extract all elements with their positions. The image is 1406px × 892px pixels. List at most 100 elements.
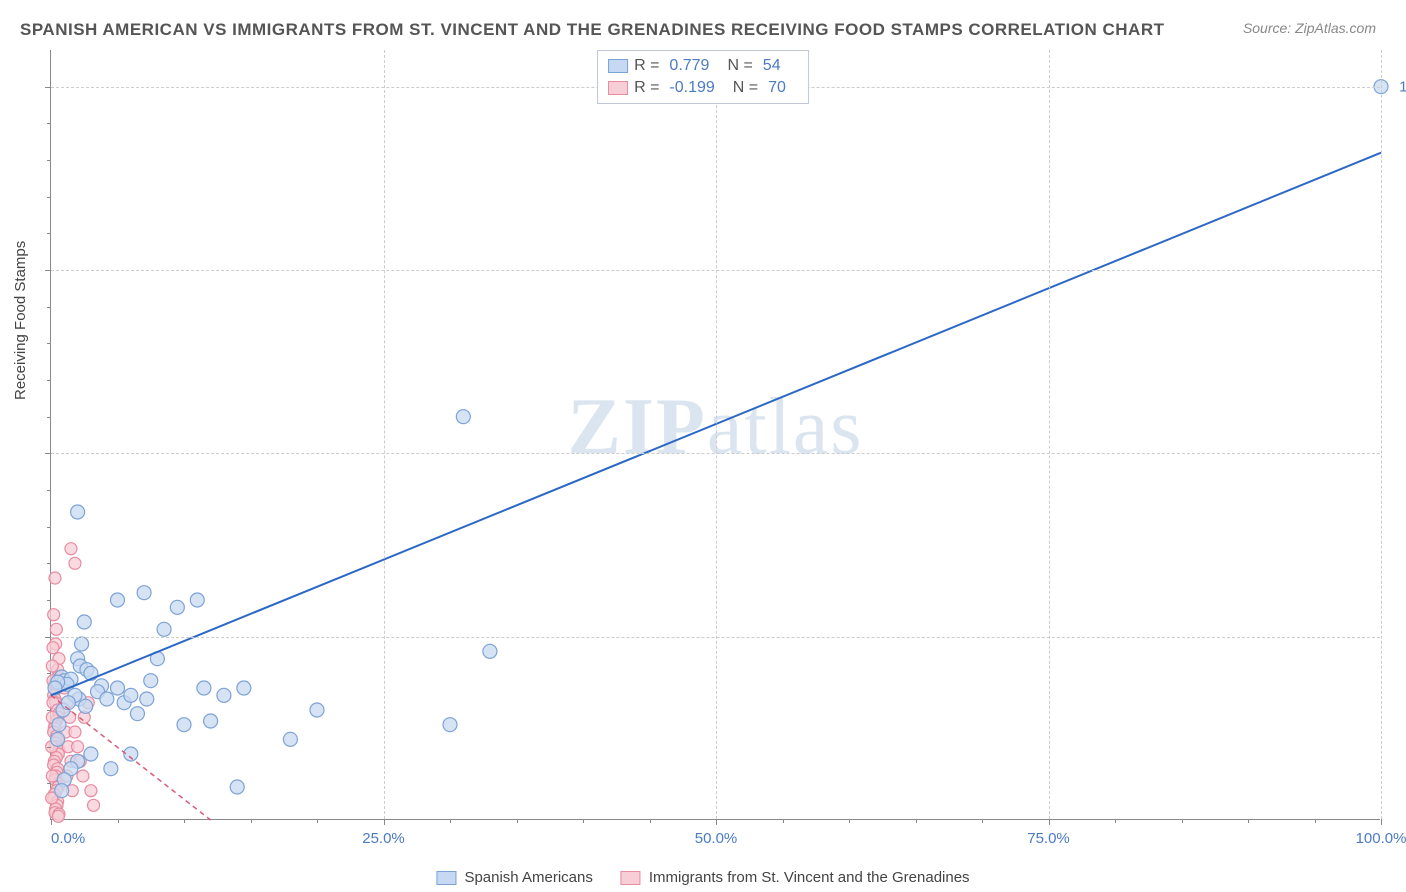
r-value-2: -0.199 <box>669 79 714 97</box>
r-value-1: 0.779 <box>669 57 709 75</box>
x-tick-label: 25.0% <box>362 830 405 847</box>
y-minor-tick <box>47 600 51 601</box>
stats-legend: R = 0.779 N = 54 R = -0.199 N = 70 <box>597 50 809 104</box>
data-point <box>75 637 89 651</box>
x-tick-label: 100.0% <box>1356 830 1406 847</box>
x-tick-label: 0.0% <box>51 830 85 847</box>
data-point <box>130 707 144 721</box>
data-point <box>79 699 93 713</box>
data-point <box>140 692 154 706</box>
legend-item-series2: Immigrants from St. Vincent and the Gren… <box>621 869 970 886</box>
y-tick-mark <box>45 270 51 271</box>
y-minor-tick <box>47 343 51 344</box>
legend-swatch-2 <box>621 871 641 885</box>
data-point <box>100 692 114 706</box>
data-point <box>46 770 58 782</box>
data-point <box>197 681 211 695</box>
y-minor-tick <box>47 233 51 234</box>
y-minor-tick <box>47 527 51 528</box>
y-minor-tick <box>47 123 51 124</box>
x-minor-tick <box>583 819 584 823</box>
x-minor-tick <box>184 819 185 823</box>
grid-line-v <box>1049 50 1050 819</box>
x-minor-tick <box>517 819 518 823</box>
n-label-1: N = <box>727 57 752 75</box>
x-minor-tick <box>1182 819 1183 823</box>
x-tick-mark <box>384 819 385 825</box>
swatch-series2 <box>608 81 628 95</box>
y-tick-mark <box>45 637 51 638</box>
data-point <box>72 741 84 753</box>
grid-line-v <box>384 50 385 819</box>
x-minor-tick <box>1115 819 1116 823</box>
y-minor-tick <box>47 417 51 418</box>
legend-item-series1: Spanish Americans <box>436 869 592 886</box>
data-point <box>49 572 61 584</box>
x-minor-tick <box>783 819 784 823</box>
y-minor-tick <box>47 380 51 381</box>
y-tick-label: 100.0% <box>1399 78 1406 95</box>
grid-line-v <box>1381 50 1382 819</box>
source-attribution: Source: ZipAtlas.com <box>1243 20 1376 36</box>
x-minor-tick <box>849 819 850 823</box>
x-minor-tick <box>251 819 252 823</box>
y-minor-tick <box>47 160 51 161</box>
data-point <box>237 681 251 695</box>
legend-label-1: Spanish Americans <box>464 869 592 886</box>
stats-row-series1: R = 0.779 N = 54 <box>608 55 798 77</box>
x-minor-tick <box>650 819 651 823</box>
data-point <box>84 747 98 761</box>
data-point <box>177 718 191 732</box>
x-minor-tick <box>317 819 318 823</box>
y-minor-tick <box>47 563 51 564</box>
data-point <box>52 718 66 732</box>
data-point <box>137 586 151 600</box>
data-point <box>47 642 59 654</box>
data-point <box>65 543 77 555</box>
x-tick-label: 75.0% <box>1027 830 1070 847</box>
data-point <box>69 557 81 569</box>
y-minor-tick <box>47 197 51 198</box>
r-label-2: R = <box>634 79 659 97</box>
y-minor-tick <box>47 710 51 711</box>
data-point <box>157 622 171 636</box>
data-point <box>52 810 64 822</box>
x-minor-tick <box>1315 819 1316 823</box>
data-point <box>111 593 125 607</box>
series-legend: Spanish Americans Immigrants from St. Vi… <box>436 869 969 886</box>
x-minor-tick <box>450 819 451 823</box>
data-point <box>124 688 138 702</box>
data-point <box>104 762 118 776</box>
data-point <box>50 623 62 635</box>
n-value-2: 70 <box>768 79 786 97</box>
grid-line-v <box>716 50 717 819</box>
data-point <box>483 644 497 658</box>
data-point <box>456 410 470 424</box>
data-point <box>230 780 244 794</box>
data-point <box>55 784 69 798</box>
x-minor-tick <box>982 819 983 823</box>
legend-swatch-1 <box>436 871 456 885</box>
data-point <box>69 726 81 738</box>
data-point <box>204 714 218 728</box>
data-point <box>88 799 100 811</box>
data-point <box>170 600 184 614</box>
y-minor-tick <box>47 673 51 674</box>
x-minor-tick <box>916 819 917 823</box>
legend-label-2: Immigrants from St. Vincent and the Gren… <box>649 869 970 886</box>
x-tick-mark <box>716 819 717 825</box>
chart-plot-area: ZIPatlas 25.0%50.0%75.0%100.0%0.0%25.0%5… <box>50 50 1380 820</box>
x-tick-mark <box>1049 819 1050 825</box>
data-point <box>190 593 204 607</box>
n-label-2: N = <box>733 79 758 97</box>
data-point <box>77 615 91 629</box>
y-tick-mark <box>45 453 51 454</box>
data-point <box>217 688 231 702</box>
data-point <box>85 785 97 797</box>
data-point <box>310 703 324 717</box>
y-minor-tick <box>47 783 51 784</box>
y-tick-mark <box>45 87 51 88</box>
x-tick-mark <box>51 819 52 825</box>
data-point <box>111 681 125 695</box>
data-point <box>283 732 297 746</box>
